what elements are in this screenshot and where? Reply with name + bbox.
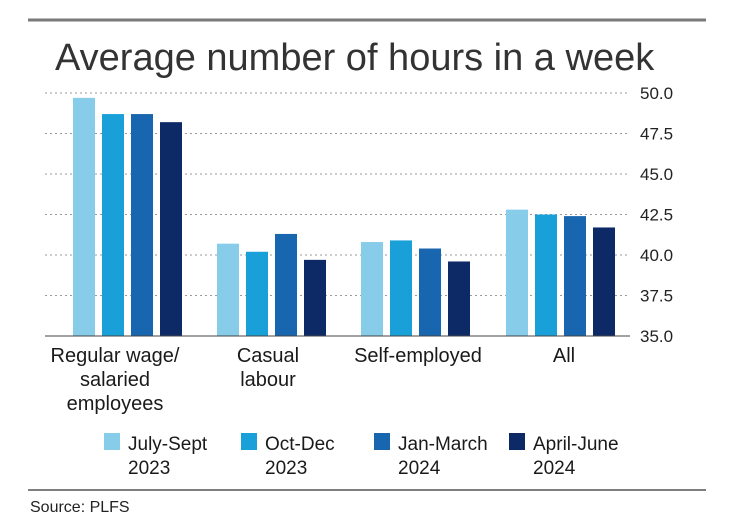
y-tick-label: 35.0 (640, 327, 673, 346)
source-note: Source: PLFS (30, 499, 130, 516)
bar (390, 240, 412, 336)
category-label: All (553, 345, 575, 367)
legend-label-line: 2024 (398, 458, 441, 479)
legend-label-line: July-Sept (128, 434, 208, 455)
bar (275, 233, 297, 336)
bar (361, 242, 383, 336)
bar (304, 259, 326, 336)
y-axis: 50.0 47.5 45.0 42.5 40.0 37.5 35.0 (640, 84, 673, 346)
category-label-line: Casual (237, 345, 299, 367)
category-label: Self-employed (354, 345, 482, 367)
category-label: Regular wage/salaried employees (51, 345, 180, 415)
category-labels: Regular wage/salaried employees Casual labo… (51, 345, 576, 415)
bar (217, 243, 239, 336)
bar (246, 251, 268, 336)
category-label: Casual labour (237, 345, 299, 391)
legend-swatch (374, 433, 390, 450)
legend-swatch (509, 433, 525, 450)
legend-swatch (104, 433, 120, 450)
bars (73, 97, 615, 336)
category-label-line: employees (67, 393, 164, 415)
y-tick-label: 40.0 (640, 246, 673, 265)
y-tick-label: 45.0 (640, 165, 673, 184)
bar (102, 114, 124, 336)
category-label-line: Regular wage/ (51, 345, 180, 367)
legend-label-line: 2023 (265, 458, 307, 479)
chart-title: Average number of hours in a week (55, 37, 655, 79)
bar (593, 227, 615, 336)
bar (160, 122, 182, 336)
legend-label: July-Sept 2023 (128, 434, 208, 479)
y-tick-label: 42.5 (640, 206, 673, 225)
y-tick-label: 47.5 (640, 125, 673, 144)
y-tick-label: 50.0 (640, 84, 673, 103)
legend-label: April-June 2024 (533, 434, 619, 479)
category-label-line: All (553, 345, 575, 367)
legend-label-line: 2023 (128, 458, 170, 479)
category-label-line: labour (240, 369, 296, 391)
bar (131, 114, 153, 336)
legend-label: Jan-March 2024 (398, 434, 488, 479)
legend-swatch (241, 433, 257, 450)
bar (564, 216, 586, 336)
legend-label-line: 2024 (533, 458, 576, 479)
category-label-line: salaried (80, 369, 150, 391)
bar (535, 214, 557, 336)
legend-label: Oct-Dec 2023 (265, 434, 335, 479)
bar (419, 248, 441, 336)
bar (73, 97, 95, 336)
legend-label-line: Oct-Dec (265, 434, 335, 455)
category-label-line: Self-employed (354, 345, 482, 367)
legend-label-line: Jan-March (398, 434, 488, 455)
y-tick-label: 37.5 (640, 287, 673, 306)
legend-label-line: April-June (533, 434, 619, 455)
bar (448, 261, 470, 336)
bar (506, 209, 528, 336)
